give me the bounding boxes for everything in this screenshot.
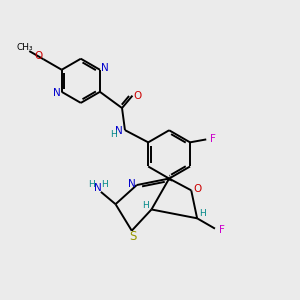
Text: N: N [94, 183, 102, 193]
Text: H: H [142, 201, 149, 210]
Text: H: H [200, 209, 206, 218]
Text: H: H [101, 180, 108, 189]
Text: N: N [115, 126, 122, 136]
Text: O: O [193, 184, 201, 194]
Text: O: O [35, 51, 43, 61]
Text: CH₃: CH₃ [16, 43, 33, 52]
Text: F: F [210, 134, 216, 144]
Text: H: H [110, 130, 117, 139]
Text: F: F [218, 225, 224, 235]
Text: H: H [88, 180, 94, 189]
Text: N: N [101, 63, 109, 73]
Text: N: N [52, 88, 60, 98]
Text: N: N [128, 178, 135, 189]
Text: O: O [134, 91, 142, 100]
Text: S: S [129, 230, 136, 243]
